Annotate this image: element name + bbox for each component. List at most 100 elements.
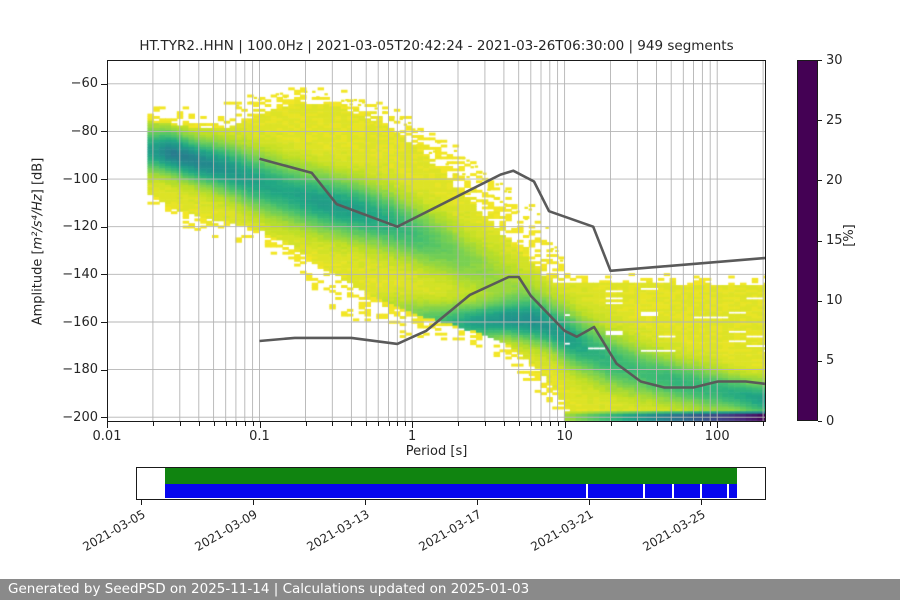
x-minor-tick: [503, 422, 505, 426]
plot-area-border: [107, 60, 766, 422]
y-major-tick: [101, 274, 107, 276]
x-major-tick: [259, 422, 261, 428]
x-tick-label: 1: [407, 429, 417, 444]
y-tick-label: −60: [70, 76, 98, 92]
x-minor-tick: [637, 422, 639, 426]
x-minor-tick: [557, 422, 559, 426]
x-minor-tick: [397, 422, 399, 426]
peterson-low-noise-model-line: [259, 275, 766, 389]
x-axis-label: Period [s]: [405, 444, 468, 459]
timeline-gap: [699, 484, 702, 498]
colorbar: [797, 60, 818, 421]
timeline-gap: [586, 484, 588, 498]
colorbar-tick-label: 30: [826, 52, 843, 68]
timeline-tick: [141, 500, 142, 505]
x-minor-tick: [710, 422, 712, 426]
x-minor-tick: [152, 422, 154, 426]
y-major-tick: [101, 131, 107, 133]
timeline-date-label: 2021-03-21: [528, 507, 596, 554]
x-tick-label: 0.01: [92, 429, 122, 444]
grid-and-noise-models: [107, 60, 766, 422]
colorbar-tick-label: 5: [826, 353, 835, 369]
timeline-date-label: 2021-03-25: [640, 507, 709, 554]
colorbar-tick-label: 15: [826, 233, 843, 248]
x-minor-tick: [530, 422, 532, 426]
y-tick-label: −100: [62, 171, 98, 187]
timeline-date-label: 2021-03-13: [304, 507, 372, 554]
colorbar-tick-label: 20: [826, 172, 843, 188]
x-major-tick: [564, 422, 566, 428]
x-minor-tick: [388, 422, 390, 426]
x-minor-tick: [549, 422, 551, 426]
x-minor-tick: [610, 422, 612, 426]
x-major-tick: [107, 422, 108, 428]
x-minor-tick: [332, 422, 334, 426]
colorbar-tick: [818, 120, 822, 122]
timeline-tick: [476, 500, 478, 505]
peterson-high-noise-model-line: [259, 157, 766, 273]
x-minor-tick: [244, 422, 246, 426]
timeline-tick: [364, 500, 366, 505]
y-tick-label: −80: [70, 123, 98, 139]
y-major-tick: [101, 226, 107, 228]
x-minor-tick: [541, 422, 542, 426]
colorbar-tick: [818, 360, 822, 362]
y-tick-label: −120: [62, 219, 98, 235]
y-major-tick: [101, 83, 107, 85]
x-minor-tick: [683, 422, 685, 426]
x-minor-tick: [252, 422, 254, 426]
x-minor-tick: [405, 422, 407, 426]
timeline-gap: [726, 484, 729, 498]
colorbar-tick-label: 10: [826, 293, 843, 309]
x-minor-tick: [518, 422, 520, 426]
x-minor-tick: [351, 422, 353, 426]
x-minor-tick: [656, 422, 658, 426]
x-major-tick: [412, 422, 414, 428]
timeline-tick: [253, 500, 255, 505]
x-minor-tick: [305, 422, 307, 426]
timeline-gap: [671, 484, 674, 498]
x-tick-label: 0.1: [249, 429, 270, 444]
x-minor-tick: [198, 422, 200, 426]
x-minor-tick: [763, 422, 765, 426]
timeline-date-label: 2021-03-05: [80, 507, 148, 554]
x-tick-label: 100: [704, 429, 730, 444]
x-minor-tick: [671, 422, 673, 426]
x-minor-tick: [235, 422, 237, 426]
timeline-coverage-bar: [164, 468, 737, 484]
x-minor-tick: [213, 422, 215, 426]
plot-title: HT.TYR2..HHN | 100.0Hz | 2021-03-05T20:4…: [139, 38, 734, 54]
colorbar-tick-label: 25: [826, 112, 843, 128]
x-major-tick: [717, 422, 719, 428]
y-tick-label: −200: [62, 409, 98, 425]
x-tick-label: 10: [556, 429, 573, 444]
x-minor-tick: [458, 422, 459, 426]
y-major-tick: [101, 322, 107, 323]
footer-bar: Generated by SeedPSD on 2025-11-14 | Cal…: [0, 579, 900, 600]
y-axis-label: Amplitude [m²/s⁴/Hz] [dB]: [30, 157, 46, 326]
timeline-date-label: 2021-03-09: [192, 507, 261, 554]
colorbar-tick: [818, 300, 822, 302]
colorbar-tick: [818, 180, 822, 182]
colorbar-tick: [818, 240, 822, 242]
colorbar-label: [%]: [841, 224, 857, 247]
y-tick-label: −140: [62, 266, 98, 282]
y-major-tick: [101, 179, 107, 181]
x-minor-tick: [179, 422, 181, 426]
colorbar-tick-label: 0: [826, 413, 835, 429]
timeline-segments-bar: [164, 484, 737, 498]
y-tick-label: −180: [62, 362, 98, 378]
timeline-date-label: 2021-03-17: [416, 507, 484, 554]
colorbar-tick: [818, 421, 822, 422]
timeline-tick: [701, 500, 703, 505]
y-tick-label: −160: [62, 314, 98, 330]
x-minor-tick: [366, 422, 368, 426]
colorbar-tick: [818, 60, 822, 61]
x-minor-tick: [225, 422, 227, 426]
x-minor-tick: [378, 422, 380, 426]
x-minor-tick: [702, 422, 704, 426]
y-major-tick: [101, 417, 107, 419]
x-minor-tick: [693, 422, 695, 426]
timeline-gap: [643, 484, 646, 498]
